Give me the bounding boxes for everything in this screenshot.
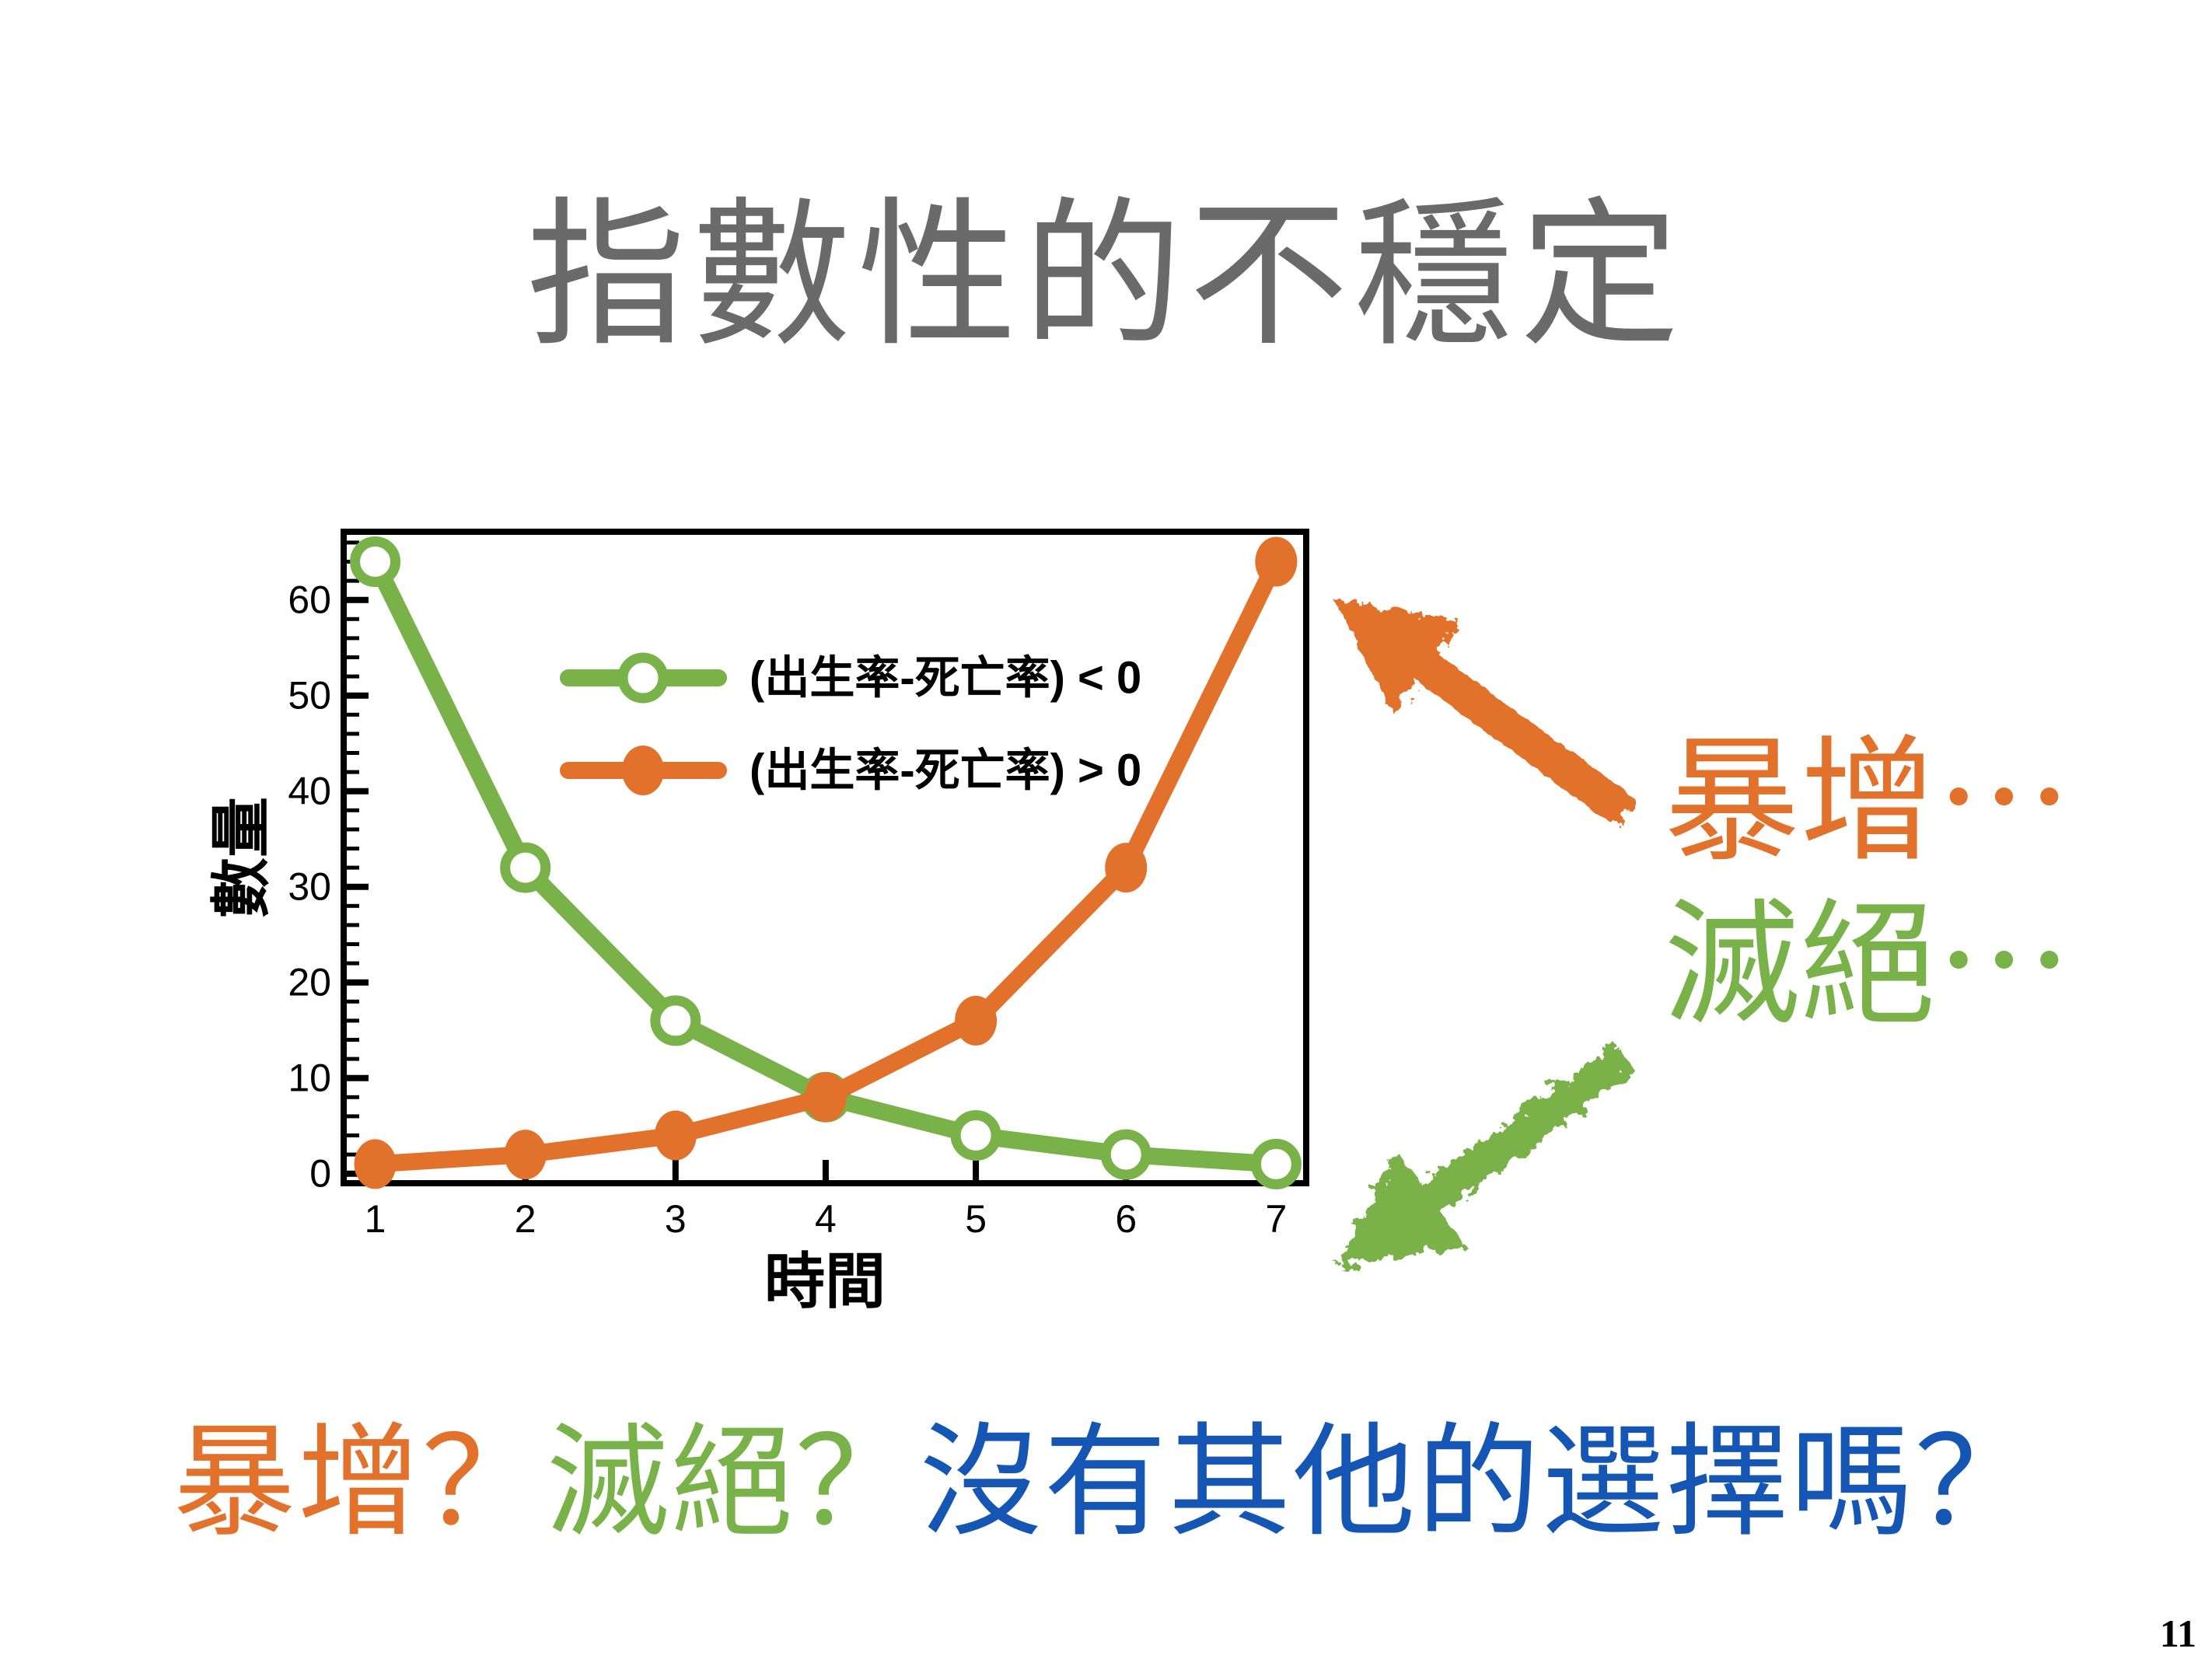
data-point-open xyxy=(1250,1138,1302,1189)
data-point-open xyxy=(500,842,551,893)
y-tick-label: 20 xyxy=(288,961,331,1004)
data-point-open xyxy=(1100,1129,1151,1180)
page-number: 11 xyxy=(2159,1612,2196,1655)
data-point-filled xyxy=(955,995,998,1046)
legend-label: (出生率-死亡率) < 0 xyxy=(750,653,1141,704)
x-tick-label: 5 xyxy=(965,1197,987,1241)
data-point-open xyxy=(950,1110,1001,1161)
y-tick-label: 30 xyxy=(288,865,331,909)
data-point-filled xyxy=(1105,843,1148,893)
question-other-choice: 沒有其他的選擇嗎？ xyxy=(919,1416,2039,1552)
y-tick-label: 10 xyxy=(288,1057,331,1100)
y-tick-label: 50 xyxy=(288,674,331,718)
x-axis-label: 時間 xyxy=(764,1247,886,1315)
data-point-filled xyxy=(654,1110,697,1161)
x-tick-label: 3 xyxy=(665,1197,687,1241)
data-point-open xyxy=(350,536,401,587)
bottom-question: 暴增？滅絕？沒有其他的選擇嗎？ xyxy=(0,1416,2212,1552)
legend-marker-open xyxy=(617,652,669,704)
x-tick-label: 1 xyxy=(365,1197,386,1241)
legend-marker-filled xyxy=(622,746,664,795)
x-tick-label: 7 xyxy=(1265,1197,1287,1241)
y-tick-label: 40 xyxy=(288,770,331,813)
surge-annotation: 暴增⋯ xyxy=(1664,727,2072,878)
x-tick-label: 6 xyxy=(1115,1197,1137,1241)
question-extinction: 滅絕？ xyxy=(546,1416,920,1552)
y-axis-label: 數量 xyxy=(207,797,275,918)
x-tick-label: 4 xyxy=(815,1197,837,1241)
slide-title: 指數性的不穩定 xyxy=(526,189,1686,365)
data-point-filled xyxy=(354,1139,397,1189)
extinction-arrow-icon xyxy=(1337,1043,1635,1267)
data-point-filled xyxy=(504,1130,547,1180)
extinction-annotation: 滅絕⋯ xyxy=(1664,890,2072,1041)
data-point-filled xyxy=(804,1072,847,1123)
question-surge: 暴增？ xyxy=(173,1416,547,1552)
y-tick-label: 60 xyxy=(288,578,331,622)
legend-label: (出生率-死亡率) > 0 xyxy=(750,746,1141,796)
data-point-open xyxy=(650,995,701,1046)
x-tick-label: 2 xyxy=(515,1197,536,1241)
data-point-filled xyxy=(1255,536,1298,587)
y-tick-label: 0 xyxy=(309,1152,331,1196)
plot-frame xyxy=(341,529,1309,1186)
surge-arrow-icon xyxy=(1333,599,1635,826)
